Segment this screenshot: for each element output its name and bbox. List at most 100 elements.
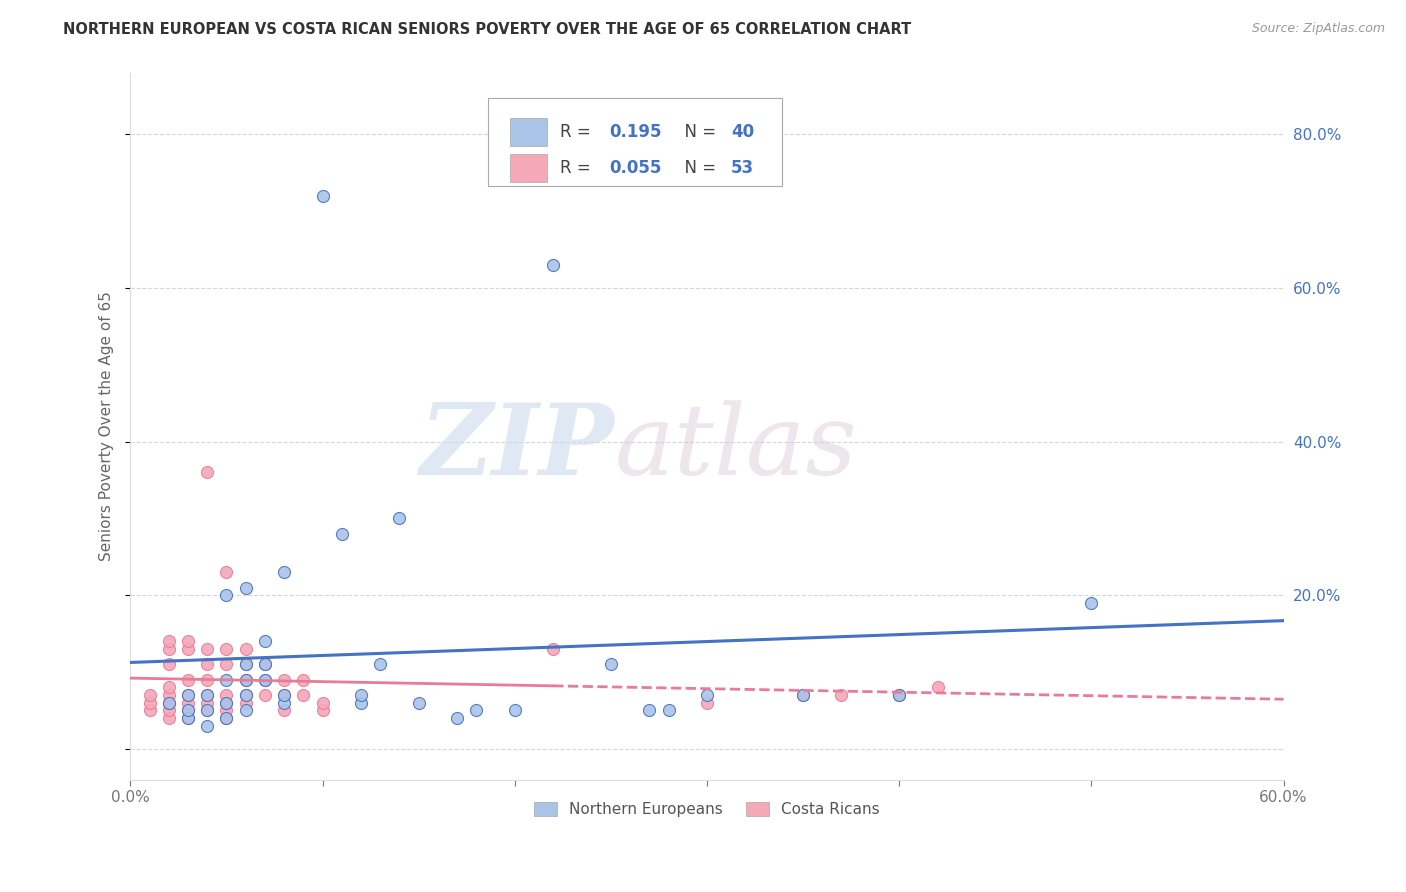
Point: [195, 688, 218, 702]
Point: [215, 696, 238, 710]
Point: [657, 704, 679, 718]
Text: N =: N =: [673, 123, 721, 141]
Point: [273, 566, 295, 580]
Point: [215, 704, 238, 718]
Text: N =: N =: [673, 159, 721, 177]
Point: [273, 673, 295, 687]
Point: [350, 696, 373, 710]
Point: [408, 696, 430, 710]
Point: [235, 688, 257, 702]
Point: [350, 688, 373, 702]
Point: [253, 688, 276, 702]
Point: [253, 673, 276, 687]
FancyBboxPatch shape: [510, 118, 547, 146]
Y-axis label: Seniors Poverty Over the Age of 65: Seniors Poverty Over the Age of 65: [100, 292, 114, 561]
Point: [157, 711, 180, 725]
Point: [311, 696, 333, 710]
Text: R =: R =: [561, 123, 596, 141]
Point: [195, 657, 218, 672]
Point: [273, 688, 295, 702]
Point: [157, 696, 180, 710]
Point: [503, 704, 526, 718]
Point: [177, 711, 200, 725]
Point: [157, 657, 180, 672]
Point: [177, 696, 200, 710]
Point: [292, 688, 315, 702]
Point: [215, 657, 238, 672]
Point: [235, 673, 257, 687]
Point: [792, 688, 814, 702]
Point: [1080, 596, 1102, 610]
Point: [638, 704, 661, 718]
Point: [273, 696, 295, 710]
Point: [368, 657, 391, 672]
Point: [696, 688, 718, 702]
FancyBboxPatch shape: [488, 98, 782, 186]
Text: Source: ZipAtlas.com: Source: ZipAtlas.com: [1251, 22, 1385, 36]
Point: [195, 673, 218, 687]
Point: [292, 673, 315, 687]
Point: [177, 634, 200, 648]
Point: [273, 704, 295, 718]
Point: [330, 526, 353, 541]
Point: [138, 688, 160, 702]
Point: [157, 634, 180, 648]
Point: [311, 704, 333, 718]
Point: [311, 189, 333, 203]
Point: [138, 704, 160, 718]
Point: [253, 657, 276, 672]
Text: atlas: atlas: [614, 400, 858, 495]
Point: [235, 673, 257, 687]
Point: [273, 688, 295, 702]
Point: [792, 688, 814, 702]
Legend: Northern Europeans, Costa Ricans: Northern Europeans, Costa Ricans: [526, 794, 887, 825]
Point: [138, 696, 160, 710]
Point: [831, 688, 853, 702]
Point: [157, 681, 180, 695]
Point: [235, 696, 257, 710]
Point: [177, 688, 200, 702]
Point: [177, 688, 200, 702]
Point: [195, 466, 218, 480]
Text: ZIP: ZIP: [420, 400, 614, 496]
Point: [927, 681, 949, 695]
Point: [215, 688, 238, 702]
Point: [253, 657, 276, 672]
Point: [195, 696, 218, 710]
Point: [177, 704, 200, 718]
Point: [195, 704, 218, 718]
Point: [195, 704, 218, 718]
Point: [215, 673, 238, 687]
Point: [195, 719, 218, 733]
Point: [157, 704, 180, 718]
Point: [541, 258, 564, 272]
Point: [253, 634, 276, 648]
Point: [235, 688, 257, 702]
Point: [889, 688, 911, 702]
Point: [235, 642, 257, 657]
Point: [177, 642, 200, 657]
FancyBboxPatch shape: [510, 153, 547, 182]
Point: [599, 657, 621, 672]
Point: [215, 588, 238, 602]
Point: [388, 511, 411, 525]
Point: [235, 581, 257, 595]
Point: [215, 711, 238, 725]
Text: 0.195: 0.195: [609, 123, 661, 141]
Point: [541, 642, 564, 657]
Point: [177, 673, 200, 687]
Point: [235, 657, 257, 672]
Text: 53: 53: [731, 159, 754, 177]
Point: [446, 711, 468, 725]
Point: [465, 704, 488, 718]
Point: [177, 704, 200, 718]
Point: [215, 566, 238, 580]
Point: [195, 688, 218, 702]
Point: [157, 642, 180, 657]
Point: [235, 657, 257, 672]
Text: 40: 40: [731, 123, 754, 141]
Text: 0.055: 0.055: [609, 159, 661, 177]
Text: R =: R =: [561, 159, 596, 177]
Point: [215, 711, 238, 725]
Text: NORTHERN EUROPEAN VS COSTA RICAN SENIORS POVERTY OVER THE AGE OF 65 CORRELATION : NORTHERN EUROPEAN VS COSTA RICAN SENIORS…: [63, 22, 911, 37]
